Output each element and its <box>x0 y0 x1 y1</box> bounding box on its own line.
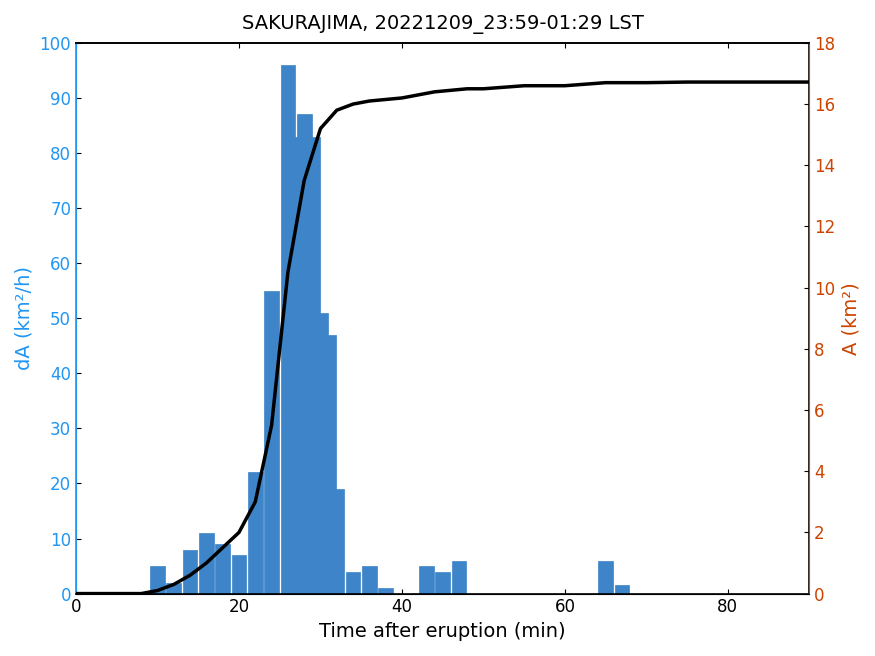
Bar <box>419 566 434 594</box>
Y-axis label: A (km²): A (km²) <box>841 282 860 355</box>
Bar <box>329 489 344 594</box>
Bar <box>436 571 450 594</box>
Bar <box>378 588 393 594</box>
Bar <box>248 472 262 594</box>
Bar <box>362 566 377 594</box>
Bar <box>289 136 304 594</box>
Bar <box>321 335 336 594</box>
Bar <box>305 136 319 594</box>
Y-axis label: dA (km²/h): dA (km²/h) <box>15 266 34 370</box>
Bar <box>264 291 279 594</box>
Bar <box>200 533 214 594</box>
Bar <box>452 560 466 594</box>
Bar <box>183 550 198 594</box>
Bar <box>150 566 164 594</box>
Bar <box>215 544 230 594</box>
Bar <box>297 115 311 594</box>
X-axis label: Time after eruption (min): Time after eruption (min) <box>319 622 566 641</box>
Bar <box>281 65 295 594</box>
Bar <box>232 555 247 594</box>
Bar <box>313 313 328 594</box>
Bar <box>166 583 181 594</box>
Bar <box>598 560 613 594</box>
Bar <box>346 571 360 594</box>
Title: SAKURAJIMA, 20221209_23:59-01:29 LST: SAKURAJIMA, 20221209_23:59-01:29 LST <box>242 15 644 34</box>
Bar <box>614 585 629 594</box>
